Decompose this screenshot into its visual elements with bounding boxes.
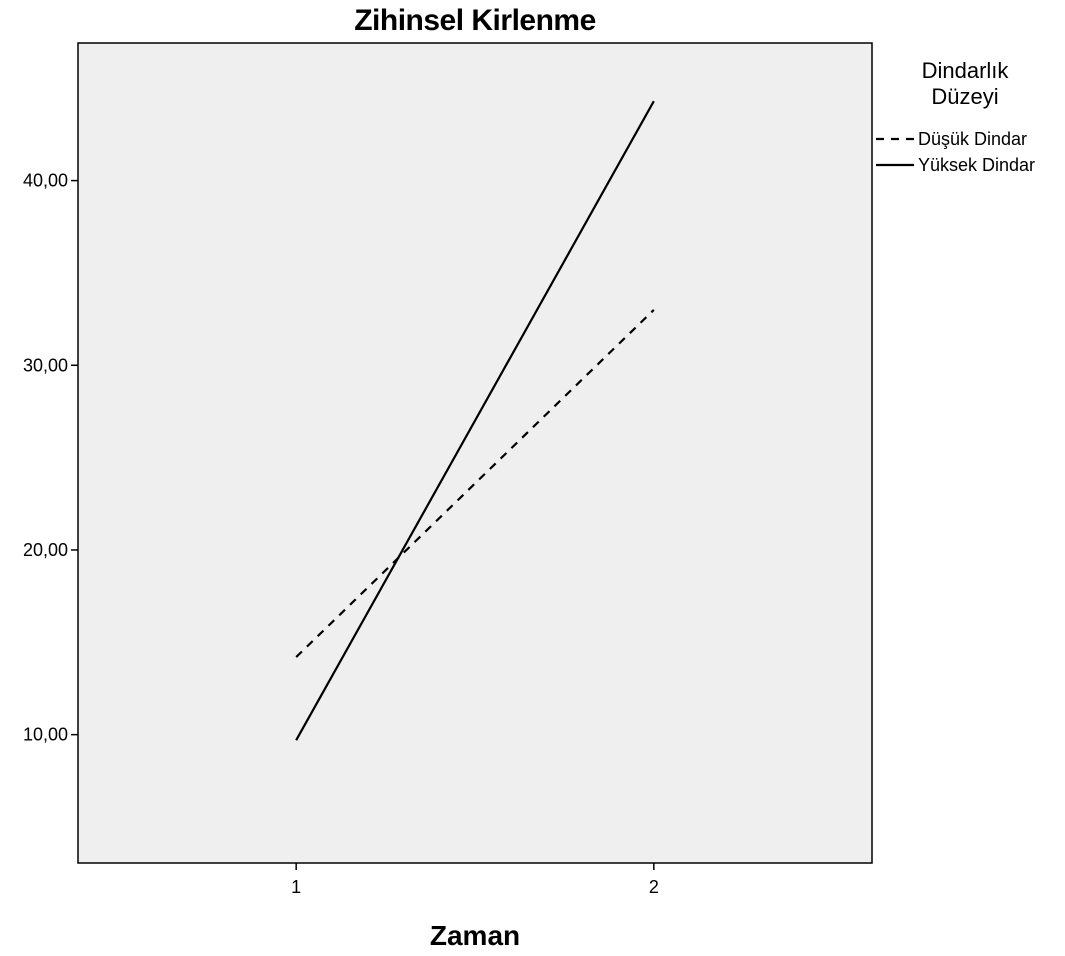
x-tick-label: 2: [649, 877, 659, 897]
series-layer: [295, 100, 655, 741]
legend-title-line-1: Dindarlık: [921, 58, 1009, 83]
chart-title: Zihinsel Kirlenme: [354, 4, 596, 37]
y-tick-label: 30,00: [23, 355, 68, 375]
y-tick-label: 40,00: [23, 171, 68, 191]
legend-title: Dindarlık Düzeyi: [890, 58, 1040, 110]
series-line-yuksek-dindar: [295, 100, 655, 741]
y-tick-label: 10,00: [23, 725, 68, 745]
x-tick-label: 1: [291, 877, 301, 897]
plot-area: [77, 42, 873, 864]
y-tick-label: 20,00: [23, 540, 68, 560]
y-axis: 10,00 20,00 30,00 40,00: [23, 171, 78, 745]
legend-label-yuksek-dindar: Yüksek Dindar: [918, 155, 1035, 175]
x-axis-title: Zaman: [429, 920, 521, 951]
legend: Düşük Dindar Yüksek Dindar: [876, 129, 1035, 175]
legend-label-dusuk-dindar: Düşük Dindar: [918, 129, 1027, 149]
legend-title-line-2: Düzeyi: [931, 84, 999, 109]
